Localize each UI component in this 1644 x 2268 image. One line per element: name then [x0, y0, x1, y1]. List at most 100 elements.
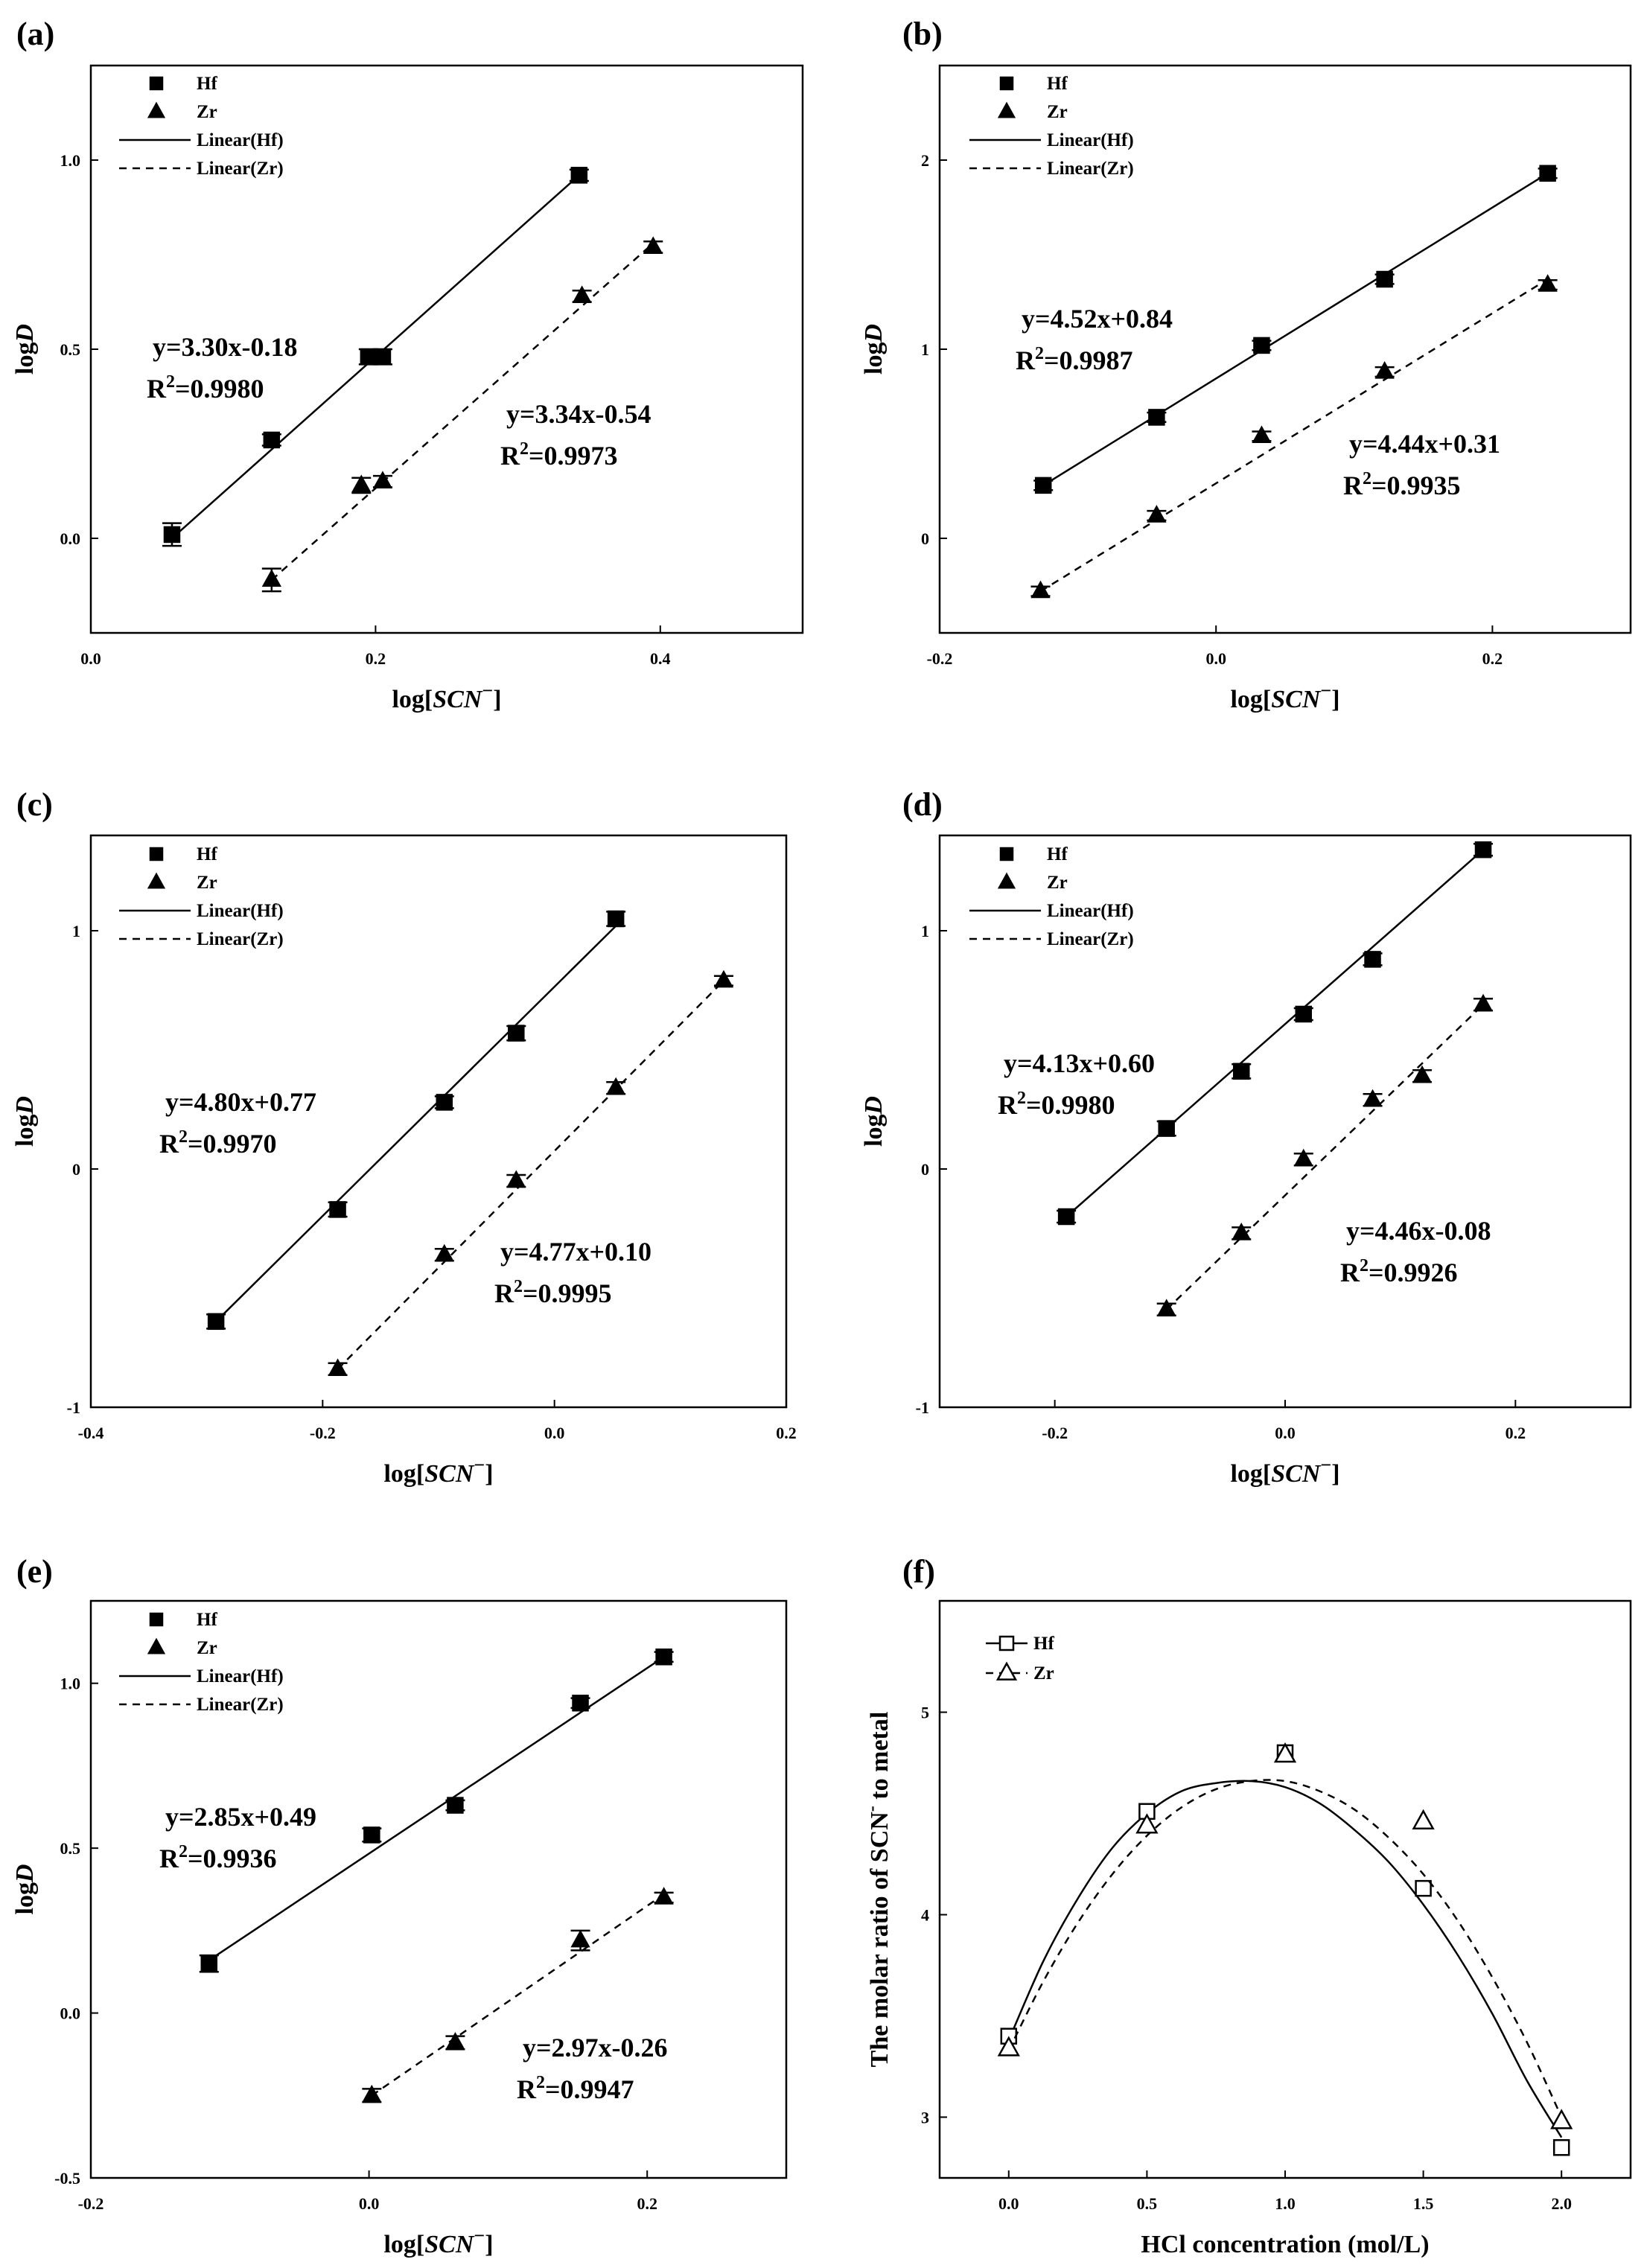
x-tick-label: -0.2	[1042, 1424, 1068, 1442]
x-tick-label: 0.4	[650, 649, 671, 668]
panel-label: (c)	[16, 786, 53, 823]
legend-marker-square	[999, 847, 1014, 861]
legend-label: Linear(Hf)	[197, 130, 284, 150]
r-squared-symbol: R	[494, 1278, 514, 1308]
x-axis-title-prefix: log[	[392, 686, 433, 713]
data-point-hf	[447, 1797, 464, 1814]
x-tick-label: 2.0	[1551, 2194, 1572, 2213]
fit-line-zr	[270, 242, 654, 581]
series-hf: y=4.52x+0.84 R2=0.9987	[1016, 165, 1558, 494]
y-axis-title-suffix: to metal	[866, 1712, 893, 1806]
x-axis-title-charge: −	[1320, 680, 1331, 701]
legend-label: Hf	[197, 844, 217, 864]
y-tick-label: 0.0	[60, 529, 81, 548]
x-axis-title-prefix: log[	[383, 1460, 424, 1488]
data-point-zr	[606, 1077, 626, 1095]
r-squared-value: =0.9970	[188, 1129, 277, 1159]
r-squared-zr: R2=0.9935	[1343, 469, 1461, 500]
fit-line-zr	[337, 980, 724, 1370]
data-point-zr	[1156, 1299, 1176, 1316]
y-tick-label: 0.5	[60, 1839, 81, 1858]
y-tick-label: 1.0	[60, 1675, 81, 1693]
data-point-zr	[1363, 1089, 1383, 1107]
data-point-zr	[506, 1170, 526, 1188]
fit-line-hf	[215, 925, 617, 1322]
x-tick-label: 0.0	[80, 649, 101, 668]
data-point-zr	[1273, 1742, 1297, 1763]
x-tick-label: 0.2	[1482, 649, 1503, 668]
r-squared-power: 2	[1363, 469, 1371, 488]
plot-frame	[89, 1599, 788, 2179]
data-point-hf	[363, 1826, 380, 1844]
legend: Hf Zr Linear(Hf) Linear(Zr)	[969, 844, 1134, 949]
legend-marker-open-triangle	[995, 1661, 1018, 1681]
fit-equation-hf: y=2.85x+0.49	[165, 1802, 316, 1832]
y-axis-title-prefix: log	[11, 1882, 39, 1914]
x-tick-label: 0.0	[1275, 1424, 1296, 1442]
r-squared-power: 2	[1017, 1089, 1026, 1108]
y-axis-title-var: D	[860, 1096, 888, 1115]
series-zr: y=2.97x-0.26 R2=0.9947	[362, 1887, 674, 2104]
r-squared-hf: R2=0.9987	[1016, 344, 1133, 375]
data-point-zr	[570, 1929, 590, 1948]
r-squared-power: 2	[179, 1842, 188, 1861]
r-squared-symbol: R	[500, 441, 520, 471]
data-point-hf	[1376, 270, 1393, 288]
x-tick-label: 0.0	[1205, 649, 1226, 668]
legend: Hf Zr Linear(Hf) Linear(Zr)	[119, 1610, 284, 1715]
data-point-zr	[434, 1243, 454, 1262]
x-axis-title: log[SCN−]	[1230, 1454, 1339, 1488]
legend-marker-triangle	[147, 1637, 166, 1654]
x-axis-title: HCl concentration (mol/L)	[1141, 2231, 1429, 2258]
r-squared-value: =0.9926	[1369, 1258, 1458, 1287]
y-axis-title-var: D	[860, 324, 888, 343]
legend-label: Hf	[1047, 74, 1068, 94]
r-squared-symbol: R	[159, 1129, 179, 1159]
legend-label: Hf	[1047, 844, 1068, 864]
x-axis-title-suffix: ]	[485, 1460, 493, 1488]
y-tick-label: -1	[916, 1398, 929, 1417]
fit-equation-hf: y=4.13x+0.60	[1004, 1048, 1155, 1078]
legend-label: Linear(Zr)	[1047, 929, 1134, 949]
x-tick-label: 0.2	[1506, 1424, 1526, 1442]
data-point-zr	[1147, 505, 1167, 523]
x-tick-label: -0.2	[78, 2194, 104, 2213]
fit-equation-zr: y=3.34x-0.54	[506, 399, 651, 429]
data-point-hf	[570, 167, 588, 184]
r-squared-zr: R2=0.9926	[1340, 1256, 1458, 1287]
r-squared-value: =0.9947	[545, 2074, 634, 2104]
y-tick-label: -1	[67, 1398, 80, 1417]
y-tick-label: 5	[921, 1704, 929, 1722]
data-point-zr	[351, 474, 372, 493]
legend-label: Zr	[1047, 873, 1068, 893]
legend-marker-square	[149, 76, 164, 91]
y-axis-title-prefix: log	[11, 343, 39, 375]
panel-label: (d)	[902, 786, 943, 823]
fit-equation-hf: y=4.52x+0.84	[1022, 304, 1173, 334]
panel-label: (b)	[902, 16, 943, 52]
data-point-hf	[163, 526, 181, 544]
x-tick-label: 0.5	[1137, 2194, 1158, 2213]
data-point-zr	[1374, 361, 1395, 379]
legend: Hf Zr Linear(Hf) Linear(Zr)	[119, 844, 284, 949]
legend-marker-square	[149, 847, 164, 861]
data-point-zr	[572, 285, 592, 304]
y-axis-title: logD	[860, 1096, 888, 1147]
data-point-hf	[1057, 1208, 1075, 1226]
x-axis-title-ion: SCN	[433, 686, 483, 713]
r-squared-value: =0.9995	[523, 1278, 612, 1308]
legend-label: Linear(Hf)	[197, 1666, 284, 1686]
x-tick-label: 0.0	[998, 2194, 1019, 2213]
panel-label: (a)	[16, 16, 54, 52]
data-point-zr	[1550, 2109, 1573, 2130]
legend-marker-triangle	[147, 872, 166, 889]
x-tick-label: -0.4	[78, 1424, 104, 1442]
data-point-hf	[360, 348, 377, 366]
data-point-hf	[1034, 477, 1052, 494]
y-tick-label: 3	[921, 2108, 929, 2127]
r-squared-hf: R2=0.9980	[147, 372, 264, 404]
x-tick-label: 0.0	[544, 1424, 565, 1442]
y-axis-title-var: D	[11, 1096, 39, 1115]
